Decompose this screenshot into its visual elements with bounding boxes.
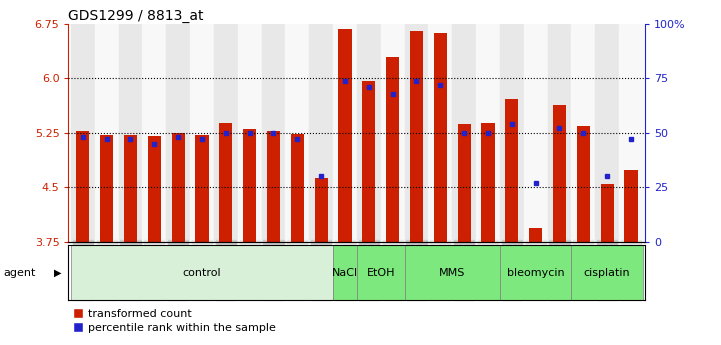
Bar <box>529 228 542 242</box>
Bar <box>214 24 238 241</box>
Bar <box>428 24 452 241</box>
Bar <box>386 57 399 241</box>
Bar <box>500 245 572 300</box>
Legend: transformed count, percentile rank within the sample: transformed count, percentile rank withi… <box>74 309 276 333</box>
Bar <box>238 24 262 241</box>
Bar <box>572 24 596 241</box>
Bar <box>167 24 190 241</box>
Text: bleomycin: bleomycin <box>507 268 565 277</box>
Bar <box>291 134 304 242</box>
Bar <box>476 24 500 241</box>
Text: MMS: MMS <box>439 268 466 277</box>
Bar <box>572 245 643 300</box>
Text: ▶: ▶ <box>54 268 61 277</box>
Text: GDS1299 / 8813_at: GDS1299 / 8813_at <box>68 9 204 23</box>
Bar <box>118 24 142 241</box>
Bar <box>596 24 619 241</box>
Bar <box>148 137 161 242</box>
Bar <box>314 178 328 242</box>
Bar <box>100 135 113 242</box>
Bar <box>262 24 286 241</box>
Bar <box>601 184 614 242</box>
Bar <box>219 124 232 242</box>
Bar <box>172 133 185 242</box>
Bar <box>482 124 495 242</box>
Bar <box>76 131 89 242</box>
Bar <box>505 99 518 241</box>
Bar <box>404 245 500 300</box>
Bar <box>286 24 309 241</box>
Bar <box>267 131 280 242</box>
Bar <box>338 29 352 242</box>
Bar <box>190 24 214 241</box>
Bar <box>94 24 118 241</box>
Bar <box>381 24 404 241</box>
Bar <box>309 24 333 241</box>
Bar <box>410 31 423 242</box>
Bar <box>362 81 376 242</box>
Text: control: control <box>182 268 221 277</box>
Text: EtOH: EtOH <box>366 268 395 277</box>
Bar <box>124 135 137 242</box>
Text: agent: agent <box>4 268 36 277</box>
Bar <box>357 245 404 300</box>
Bar <box>243 129 256 242</box>
Bar <box>547 24 572 241</box>
Bar <box>404 24 428 241</box>
Bar <box>624 170 637 242</box>
Bar <box>523 24 547 241</box>
Bar <box>434 33 447 242</box>
Bar <box>142 24 167 241</box>
Bar <box>452 24 476 241</box>
Bar <box>577 126 590 242</box>
Bar <box>71 24 94 241</box>
Bar <box>71 245 333 300</box>
Text: NaCl: NaCl <box>332 268 358 277</box>
Bar <box>333 245 357 300</box>
Bar <box>458 124 471 241</box>
Bar <box>333 24 357 241</box>
Bar <box>195 135 208 242</box>
Bar <box>619 24 643 241</box>
Text: cisplatin: cisplatin <box>584 268 630 277</box>
Bar <box>553 105 566 241</box>
Bar <box>357 24 381 241</box>
Bar <box>500 24 523 241</box>
